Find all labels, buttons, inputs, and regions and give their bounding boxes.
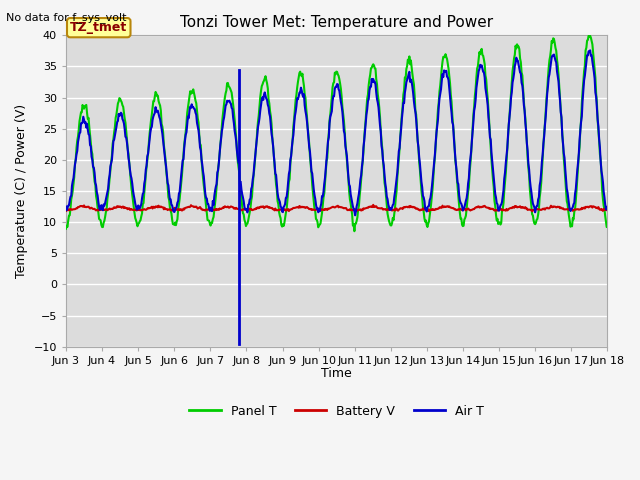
Legend: Panel T, Battery V, Air T: Panel T, Battery V, Air T (184, 400, 489, 423)
Text: TZ_tmet: TZ_tmet (70, 21, 127, 34)
Y-axis label: Temperature (C) / Power (V): Temperature (C) / Power (V) (15, 104, 28, 278)
Title: Tonzi Tower Met: Temperature and Power: Tonzi Tower Met: Temperature and Power (180, 15, 493, 30)
Text: No data for f_sys_volt: No data for f_sys_volt (6, 12, 127, 23)
X-axis label: Time: Time (321, 367, 352, 380)
